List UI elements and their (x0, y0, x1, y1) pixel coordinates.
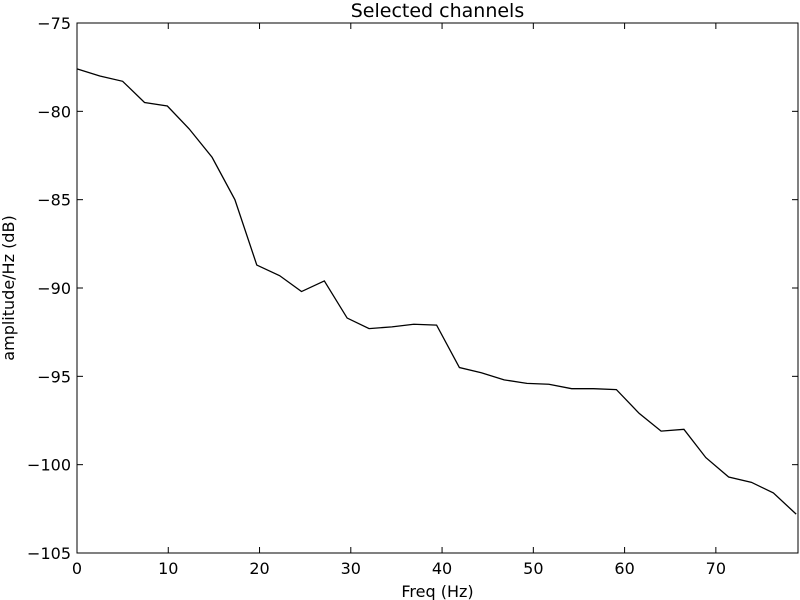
y-axis-title: amplitude/Hz (dB) (0, 215, 18, 360)
x-tick-label: 60 (614, 559, 634, 578)
x-tick-label: 10 (158, 559, 178, 578)
y-tick-label: −105 (27, 544, 71, 563)
plot-area (76, 22, 799, 554)
x-tick-label: 20 (249, 559, 269, 578)
y-tick-label: −75 (37, 14, 71, 33)
y-tick-label: −95 (37, 367, 71, 386)
y-tick-label: −90 (37, 279, 71, 298)
x-axis-title: Freq (Hz) (401, 582, 473, 600)
x-tick-label: 50 (523, 559, 543, 578)
y-tick-label: −85 (37, 191, 71, 210)
x-tick-label: 70 (706, 559, 726, 578)
y-tick-label: −100 (27, 456, 71, 475)
x-tick-label: 30 (341, 559, 361, 578)
x-tick-label: 0 (72, 559, 82, 578)
series-line (76, 68, 797, 515)
x-tick-label: 40 (432, 559, 452, 578)
ticks-layer: 0 10 20 30 40 50 60 70 −75 −80 −85 −90 −95 −100 −105 (27, 14, 798, 578)
y-tick-label: −80 (37, 102, 71, 121)
chart-title: Selected channels (351, 0, 525, 22)
series-layer (76, 68, 797, 515)
